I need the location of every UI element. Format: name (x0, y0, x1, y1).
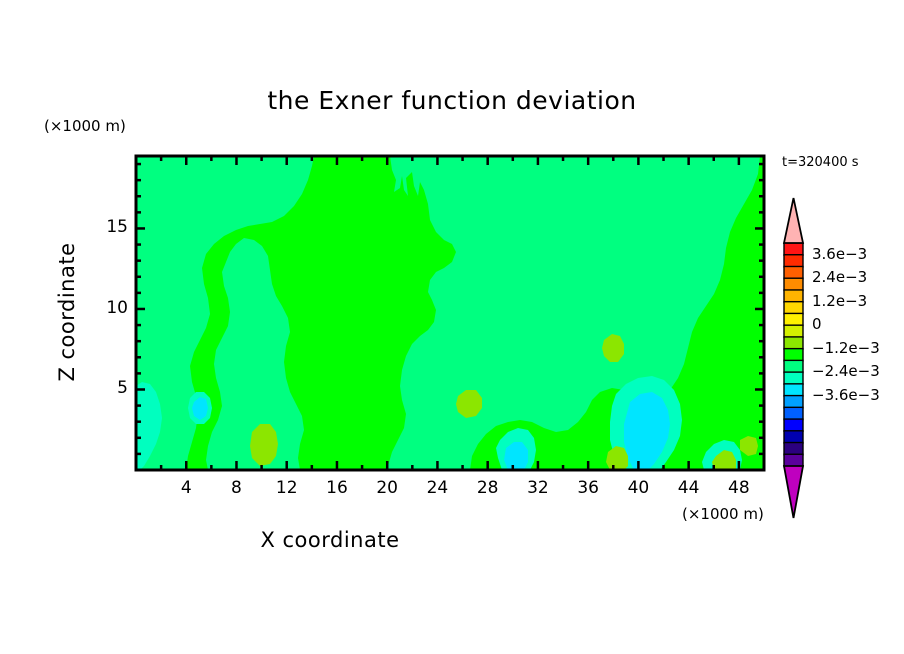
x-tick-label: 36 (577, 478, 599, 498)
x-tick-label: 16 (326, 478, 348, 498)
x-tick-label: 32 (527, 478, 549, 498)
colorbar-band (783, 312, 804, 327)
y-tick-label: 10 (106, 297, 128, 318)
x-axis-unit-label: (×1000 m) (682, 505, 764, 523)
colorbar-tick-label: −3.6e−3 (812, 385, 880, 404)
colorbar-band (783, 300, 804, 315)
x-tick-label: 24 (426, 478, 449, 498)
x-tick-label: 12 (275, 478, 298, 498)
x-tick-label: 48 (728, 478, 750, 498)
x-tick-label: 44 (677, 478, 700, 498)
x-axis-title: X coordinate (260, 528, 400, 552)
plot-frame (134, 154, 766, 472)
colorbar (782, 197, 805, 519)
axis-ticks (136, 156, 764, 470)
x-tick-label: 4 (180, 478, 192, 498)
colorbar-over-arrow (782, 197, 805, 244)
page-title: the Exner function deviation (267, 86, 637, 115)
colorbar-band (783, 289, 804, 303)
colorbar-band (783, 277, 804, 292)
colorbar-tick-label: 0 (812, 315, 822, 334)
colorbar-tick-label: −1.2e−3 (812, 338, 880, 357)
colorbar-tick-label: 1.2e−3 (812, 291, 868, 310)
colorbar-tick-label: −2.4e−3 (812, 362, 880, 381)
x-tick-label: 28 (476, 478, 499, 498)
x-tick-label: 20 (376, 478, 398, 498)
colorbar-band (783, 383, 804, 397)
colorbar-band (783, 430, 804, 444)
colorbar-tick-label: 3.6e−3 (812, 244, 868, 263)
colorbar-under-arrow (782, 465, 805, 519)
colorbar-band (783, 347, 804, 362)
colorbar-band (783, 265, 804, 280)
colorbar-band (783, 406, 804, 421)
colorbar-band (783, 324, 804, 339)
x-tick-label: 40 (627, 478, 650, 498)
colorbar-band (783, 336, 804, 350)
colorbar-band (783, 394, 804, 409)
yellow-green-cores (250, 334, 758, 470)
colorbar-band (783, 441, 804, 456)
contour-field (136, 156, 764, 470)
colorbar-band (783, 254, 804, 268)
y-axis-unit-label: (×1000 m) (44, 117, 126, 135)
colorbar-band (783, 242, 804, 256)
colorbar-band (783, 453, 804, 468)
y-tick-label: 15 (106, 217, 128, 238)
colorbar-band (783, 371, 804, 386)
colorbar-band (783, 359, 804, 374)
colorbar-tick-label: 2.4e−3 (812, 268, 868, 287)
timestamp-annotation: t=320400 s (782, 155, 859, 170)
y-tick-label: 5 (117, 378, 128, 399)
x-tick-label: 8 (231, 478, 242, 498)
colorbar-band (783, 418, 804, 432)
